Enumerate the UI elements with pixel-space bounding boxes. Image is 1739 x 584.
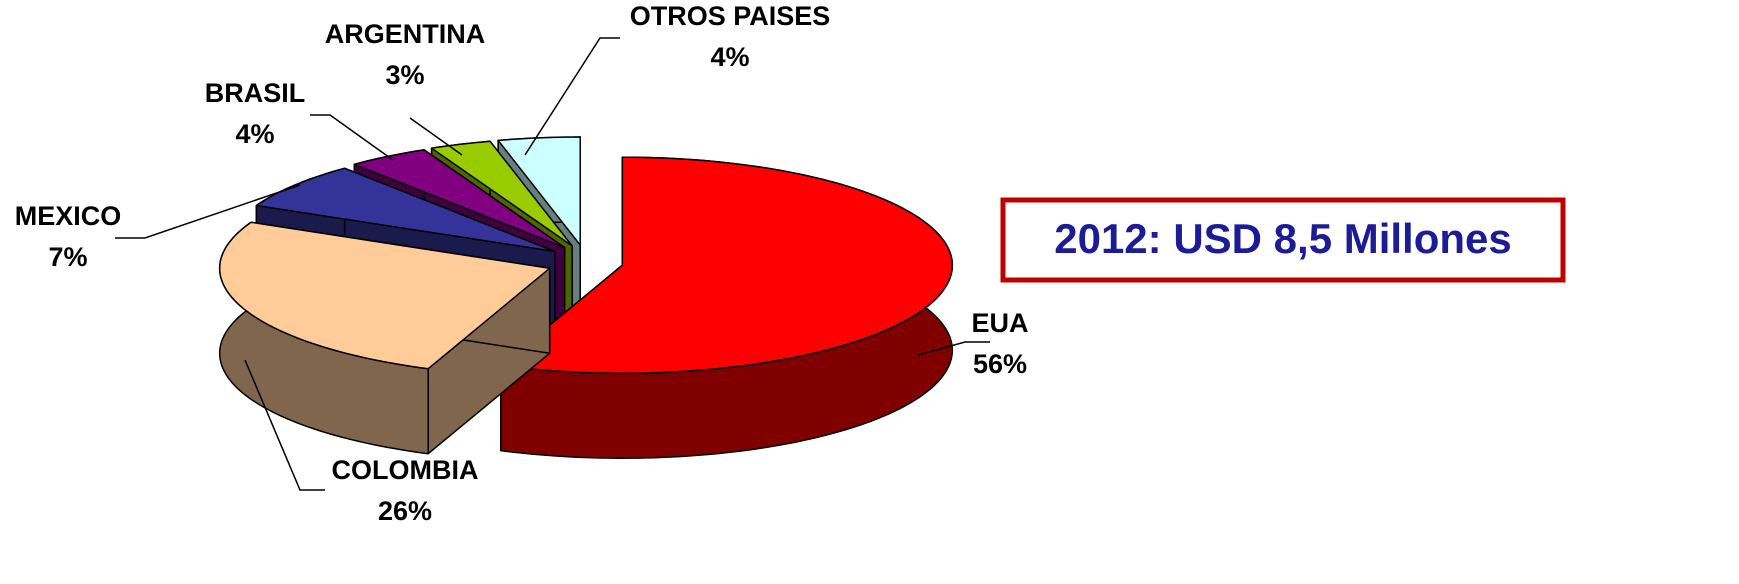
value-label: 3% — [385, 60, 424, 90]
slice-top — [430, 140, 573, 247]
leader-line — [917, 341, 990, 356]
value-label: 7% — [48, 242, 87, 272]
category-label: BRASIL — [205, 78, 306, 108]
slice — [218, 221, 551, 455]
value-label: 4% — [710, 42, 749, 72]
leader-line — [244, 359, 325, 491]
leader-line — [310, 114, 394, 161]
value-label: 56% — [973, 349, 1027, 379]
annotation-box — [1000, 197, 1566, 283]
leader-line — [524, 37, 620, 156]
slice-top — [255, 167, 556, 253]
leader-line — [115, 184, 301, 239]
category-label: ARGENTINA — [325, 19, 486, 49]
category-label: MEXICO — [15, 201, 122, 231]
category-label: OTROS PAISES — [630, 1, 831, 31]
slice-top — [500, 156, 954, 374]
slice-top — [218, 221, 551, 370]
annotation: 2012: USD 8,5 Millones — [1054, 215, 1512, 262]
slice-top — [497, 136, 581, 246]
category-label: COLOMBIA — [332, 455, 479, 485]
value-label: 26% — [378, 496, 432, 526]
value-label: 4% — [235, 119, 274, 149]
category-label: EUA — [971, 308, 1028, 338]
leader-line — [409, 117, 463, 156]
slice — [500, 156, 954, 459]
